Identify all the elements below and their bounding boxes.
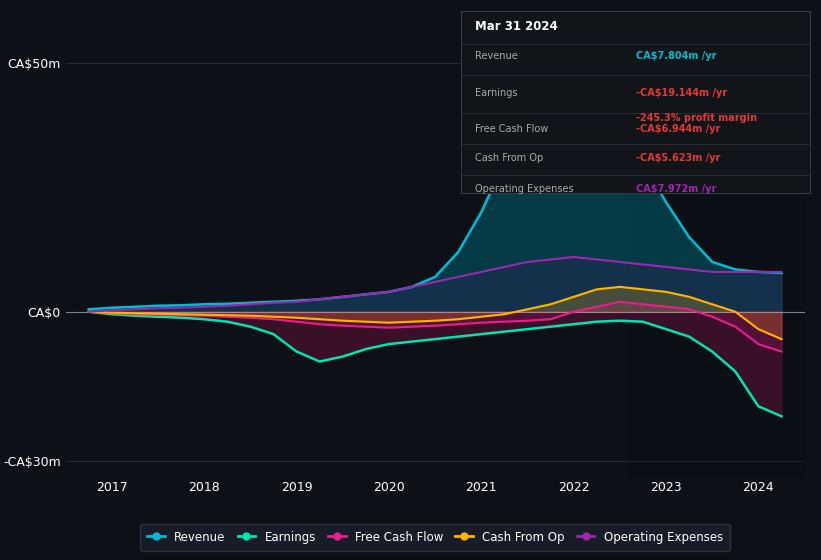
Text: CA$7.804m /yr: CA$7.804m /yr [636, 52, 717, 61]
Text: Free Cash Flow: Free Cash Flow [475, 124, 548, 134]
Text: Cash From Op: Cash From Op [475, 153, 544, 163]
Text: -CA$5.623m /yr: -CA$5.623m /yr [636, 153, 720, 163]
Text: Mar 31 2024: Mar 31 2024 [475, 20, 558, 33]
Text: Earnings: Earnings [475, 88, 518, 97]
Text: Operating Expenses: Operating Expenses [475, 184, 574, 194]
Text: -CA$6.944m /yr: -CA$6.944m /yr [636, 124, 720, 134]
Text: -245.3% profit margin: -245.3% profit margin [636, 113, 757, 123]
Bar [629, 28, 814, 476]
Legend: Revenue, Earnings, Free Cash Flow, Cash From Op, Operating Expenses: Revenue, Earnings, Free Cash Flow, Cash … [140, 524, 730, 550]
Text: CA$7.972m /yr: CA$7.972m /yr [636, 184, 716, 194]
Text: Revenue: Revenue [475, 52, 518, 61]
Text: -CA$19.144m /yr: -CA$19.144m /yr [636, 88, 727, 97]
